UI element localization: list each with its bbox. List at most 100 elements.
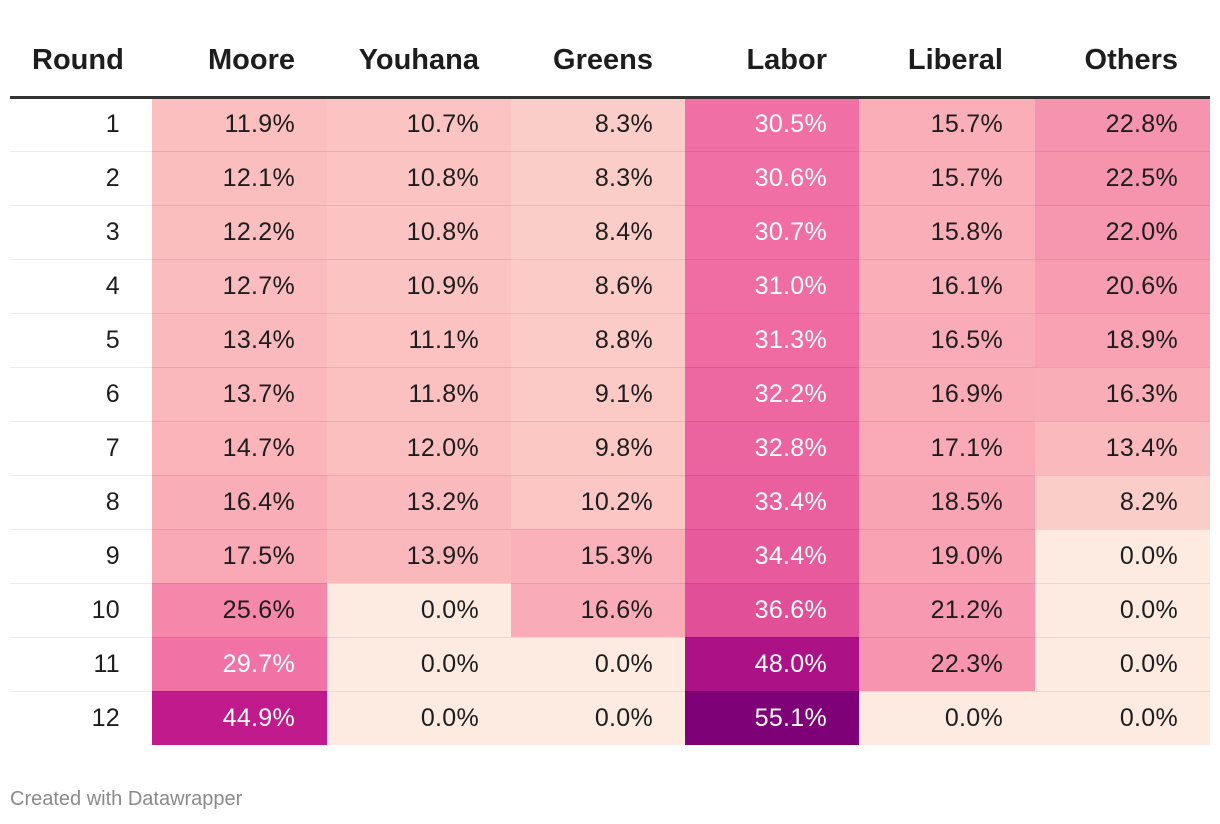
table-row: 10 25.6% 0.0% 16.6% 36.6% 21.2% 0.0% — [10, 583, 1210, 638]
cell-youhana: 12.0% — [327, 421, 511, 476]
table-row: 5 13.4% 11.1% 8.8% 31.3% 16.5% 18.9% — [10, 313, 1210, 368]
cell-liberal: 21.2% — [859, 583, 1035, 638]
cell-moore: 11.9% — [152, 97, 327, 152]
table-row: 1 11.9% 10.7% 8.3% 30.5% 15.7% 22.8% — [10, 97, 1210, 152]
cell-youhana: 0.0% — [327, 691, 511, 745]
cell-greens: 16.6% — [511, 583, 685, 638]
table-row: 3 12.2% 10.8% 8.4% 30.7% 15.8% 22.0% — [10, 205, 1210, 260]
cell-others: 0.0% — [1035, 583, 1210, 638]
round-number-cell: 1 — [10, 97, 152, 152]
round-number-cell: 11 — [10, 637, 152, 692]
table-row: 4 12.7% 10.9% 8.6% 31.0% 16.1% 20.6% — [10, 259, 1210, 314]
cell-youhana: 10.8% — [327, 151, 511, 206]
table-header: Round Moore Youhana Greens Labor Liberal… — [10, 30, 1210, 99]
cell-labor: 30.5% — [685, 97, 859, 152]
cell-youhana: 0.0% — [327, 583, 511, 638]
round-number-cell: 9 — [10, 529, 152, 584]
cell-labor: 55.1% — [685, 691, 859, 745]
column-header-moore: Moore — [152, 30, 327, 99]
cell-greens: 8.4% — [511, 205, 685, 260]
cell-others: 0.0% — [1035, 529, 1210, 584]
cell-liberal: 16.9% — [859, 367, 1035, 422]
table-row: 8 16.4% 13.2% 10.2% 33.4% 18.5% 8.2% — [10, 475, 1210, 530]
cell-youhana: 11.8% — [327, 367, 511, 422]
cell-labor: 34.4% — [685, 529, 859, 584]
cell-moore: 12.2% — [152, 205, 327, 260]
round-number-cell: 6 — [10, 367, 152, 422]
cell-greens: 8.3% — [511, 151, 685, 206]
column-header-liberal: Liberal — [859, 30, 1035, 99]
table-body: 1 11.9% 10.7% 8.3% 30.5% 15.7% 22.8% 2 12.1% 10.8… — [10, 97, 1210, 745]
cell-labor: 36.6% — [685, 583, 859, 638]
cell-others: 0.0% — [1035, 637, 1210, 692]
cell-others: 20.6% — [1035, 259, 1210, 314]
results-table-container: Round Moore Youhana Greens Labor Liberal… — [10, 30, 1210, 745]
cell-youhana: 13.2% — [327, 475, 511, 530]
cell-others: 22.8% — [1035, 97, 1210, 152]
cell-youhana: 13.9% — [327, 529, 511, 584]
column-header-others: Others — [1035, 30, 1210, 99]
round-number-cell: 8 — [10, 475, 152, 530]
table-row: 12 44.9% 0.0% 0.0% 55.1% 0.0% 0.0% — [10, 691, 1210, 745]
cell-moore: 17.5% — [152, 529, 327, 584]
cell-moore: 14.7% — [152, 421, 327, 476]
cell-others: 16.3% — [1035, 367, 1210, 422]
cell-labor: 48.0% — [685, 637, 859, 692]
column-header-youhana: Youhana — [327, 30, 511, 99]
round-number-cell: 4 — [10, 259, 152, 314]
cell-labor: 30.6% — [685, 151, 859, 206]
cell-labor: 32.2% — [685, 367, 859, 422]
cell-liberal: 15.8% — [859, 205, 1035, 260]
cell-others: 8.2% — [1035, 475, 1210, 530]
column-header-labor: Labor — [685, 30, 859, 99]
cell-youhana: 11.1% — [327, 313, 511, 368]
cell-liberal: 22.3% — [859, 637, 1035, 692]
cell-others: 18.9% — [1035, 313, 1210, 368]
cell-labor: 33.4% — [685, 475, 859, 530]
cell-moore: 29.7% — [152, 637, 327, 692]
column-header-greens: Greens — [511, 30, 685, 99]
cell-liberal: 19.0% — [859, 529, 1035, 584]
cell-others: 0.0% — [1035, 691, 1210, 745]
column-header-round: Round — [10, 30, 152, 99]
cell-liberal: 16.1% — [859, 259, 1035, 314]
cell-youhana: 10.8% — [327, 205, 511, 260]
cell-liberal: 16.5% — [859, 313, 1035, 368]
table-row: 9 17.5% 13.9% 15.3% 34.4% 19.0% 0.0% — [10, 529, 1210, 584]
cell-greens: 9.1% — [511, 367, 685, 422]
round-number-cell: 2 — [10, 151, 152, 206]
cell-liberal: 18.5% — [859, 475, 1035, 530]
results-table: Round Moore Youhana Greens Labor Liberal… — [10, 30, 1210, 745]
cell-moore: 13.4% — [152, 313, 327, 368]
header-row: Round Moore Youhana Greens Labor Liberal… — [10, 30, 1210, 99]
round-number-cell: 12 — [91, 703, 120, 732]
cell-moore: 25.6% — [152, 583, 327, 638]
cell-others: 13.4% — [1035, 421, 1210, 476]
cell-labor: 30.7% — [685, 205, 859, 260]
cell-greens: 8.6% — [511, 259, 685, 314]
cell-moore: 13.7% — [152, 367, 327, 422]
round-number-cell: 7 — [10, 421, 152, 476]
table-row: 11 29.7% 0.0% 0.0% 48.0% 22.3% 0.0% — [10, 637, 1210, 692]
cell-greens: 8.3% — [511, 97, 685, 152]
cell-liberal: 15.7% — [859, 151, 1035, 206]
cell-liberal: 15.7% — [859, 97, 1035, 152]
credit-footer: Created with Datawrapper — [10, 788, 243, 810]
table-row: 7 14.7% 12.0% 9.8% 32.8% 17.1% 13.4% — [10, 421, 1210, 476]
cell-greens: 8.8% — [511, 313, 685, 368]
cell-greens: 9.8% — [511, 421, 685, 476]
table-row: 2 12.1% 10.8% 8.3% 30.6% 15.7% 22.5% — [10, 151, 1210, 206]
cell-greens: 10.2% — [511, 475, 685, 530]
cell-greens: 0.0% — [511, 691, 685, 745]
round-number-cell: 5 — [10, 313, 152, 368]
cell-labor: 32.8% — [685, 421, 859, 476]
table-row: 6 13.7% 11.8% 9.1% 32.2% 16.9% 16.3% — [10, 367, 1210, 422]
round-number-cell: 10 — [10, 583, 152, 638]
cell-others: 22.0% — [1035, 205, 1210, 260]
cell-liberal: 0.0% — [859, 691, 1035, 745]
cell-others: 22.5% — [1035, 151, 1210, 206]
cell-youhana: 0.0% — [327, 637, 511, 692]
cell-youhana: 10.9% — [327, 259, 511, 314]
cell-moore: 12.7% — [152, 259, 327, 314]
cell-liberal: 17.1% — [859, 421, 1035, 476]
